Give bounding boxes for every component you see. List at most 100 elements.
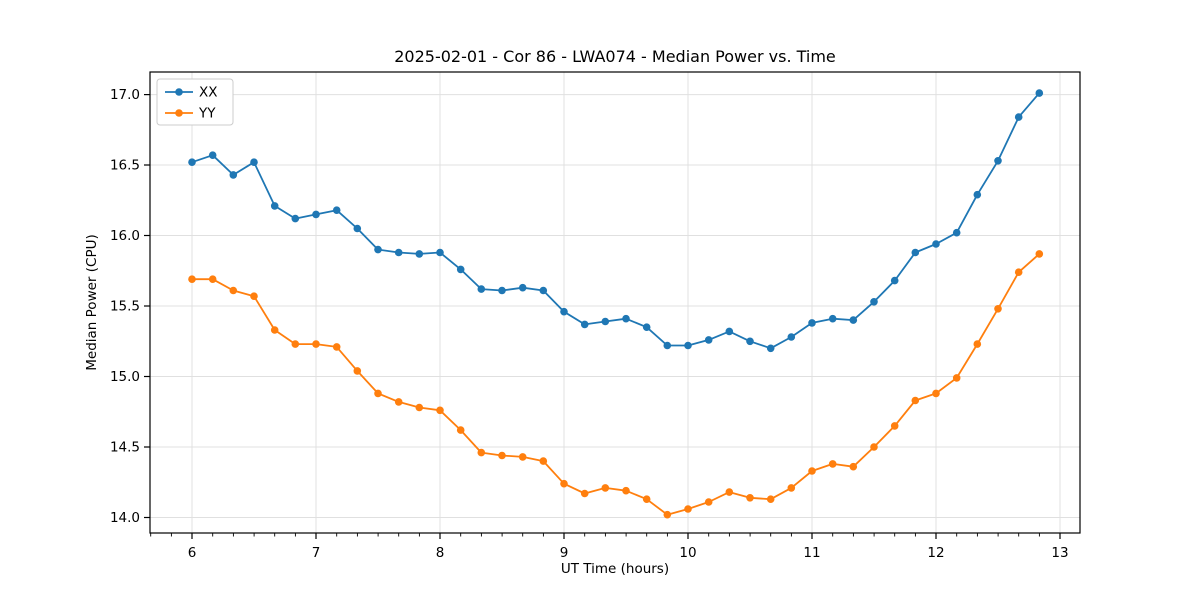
- data-point: [973, 190, 982, 199]
- data-point: [394, 398, 403, 406]
- data-point: [601, 484, 610, 492]
- x-tick-label: 7: [312, 545, 321, 561]
- data-point: [270, 326, 279, 334]
- data-point: [663, 510, 672, 519]
- y-tick-label: 16.5: [110, 158, 140, 174]
- data-point: [188, 158, 196, 166]
- x-tick-label: 10: [679, 545, 696, 561]
- data-point: [291, 340, 300, 348]
- data-point: [312, 340, 320, 348]
- data-point: [353, 224, 362, 233]
- data-point: [684, 505, 692, 513]
- data-point: [560, 307, 568, 316]
- data-point: [622, 314, 630, 323]
- data-point: [560, 479, 568, 488]
- plot-area: [150, 72, 1080, 533]
- data-point: [208, 151, 217, 159]
- plot-border: [149, 71, 1081, 534]
- y-tick-label: 17.0: [110, 87, 140, 103]
- data-point: [642, 495, 651, 504]
- data-point: [518, 453, 527, 461]
- x-axis-label: UT Time (hours): [561, 561, 669, 577]
- x-tick-label: 6: [188, 545, 197, 561]
- data-point: [498, 451, 506, 460]
- data-point: [601, 317, 610, 326]
- y-tick-label: 14.5: [110, 440, 140, 456]
- y-tick-label: 16.0: [110, 228, 140, 244]
- data-point: [622, 486, 630, 495]
- data-point: [932, 240, 940, 248]
- data-point: [270, 202, 279, 210]
- data-point: [1035, 250, 1044, 258]
- data-point: [291, 214, 300, 223]
- data-point: [890, 276, 899, 285]
- data-point: [456, 426, 465, 434]
- chart-title: 2025-02-01 - Cor 86 - LWA074 - Median Po…: [394, 47, 836, 66]
- data-point: [849, 462, 858, 471]
- data-point: [332, 206, 341, 214]
- data-point: [973, 340, 982, 348]
- data-point: [808, 467, 816, 475]
- data-point: [188, 275, 196, 284]
- data-point: [787, 484, 796, 492]
- data-point: [353, 367, 362, 375]
- legend-label: YY: [198, 106, 216, 122]
- data-point: [808, 319, 816, 327]
- legend-marker: [175, 109, 183, 117]
- data-point: [518, 283, 527, 292]
- data-point: [725, 488, 734, 496]
- data-point: [394, 248, 403, 257]
- data-point: [766, 495, 775, 504]
- data-point: [312, 210, 320, 219]
- x-tick-label: 12: [927, 545, 944, 561]
- legend: XX YY: [156, 78, 234, 126]
- data-point: [766, 344, 775, 353]
- data-point: [994, 157, 1002, 165]
- data-point: [870, 443, 878, 451]
- series-yy: [188, 250, 1044, 519]
- data-point: [456, 265, 465, 274]
- data-point: [580, 320, 589, 329]
- data-point: [746, 494, 754, 502]
- legend-marker: [175, 88, 183, 96]
- data-point: [1014, 113, 1023, 121]
- data-point: [332, 343, 341, 351]
- data-point: [229, 286, 238, 295]
- data-point: [374, 389, 382, 398]
- data-point: [436, 248, 444, 257]
- data-point: [539, 286, 548, 295]
- data-point: [725, 327, 734, 336]
- data-point: [498, 286, 506, 295]
- data-point: [415, 250, 424, 258]
- data-point: [374, 245, 382, 254]
- data-point: [415, 403, 424, 412]
- legend-box: [156, 78, 234, 126]
- data-point: [932, 389, 940, 398]
- data-point: [911, 248, 920, 257]
- data-point: [642, 323, 651, 332]
- data-point: [477, 448, 486, 457]
- series-xx: [188, 89, 1044, 353]
- data-point: [828, 460, 837, 468]
- data-point: [436, 406, 444, 415]
- data-point: [580, 489, 589, 498]
- data-point: [952, 228, 961, 237]
- data-point: [539, 457, 548, 465]
- axes-ticks: 6 7 8 9 10 11 12 13 14.0 14.5 15.0 15.5 16.0 16.5 17.0: [110, 87, 1069, 561]
- x-tick-label: 9: [560, 545, 569, 561]
- data-point: [1035, 89, 1044, 97]
- data-point: [994, 305, 1002, 313]
- data-point: [952, 374, 961, 382]
- legend-label: XX: [199, 85, 218, 101]
- y-tick-label: 14.0: [110, 510, 140, 526]
- x-tick-label: 8: [436, 545, 445, 561]
- data-point: [208, 275, 217, 284]
- data-point: [849, 316, 858, 324]
- data-point: [787, 333, 796, 341]
- data-point: [746, 337, 754, 346]
- data-point: [911, 396, 920, 405]
- data-point: [704, 336, 713, 344]
- data-point: [870, 298, 878, 306]
- data-point: [684, 341, 692, 350]
